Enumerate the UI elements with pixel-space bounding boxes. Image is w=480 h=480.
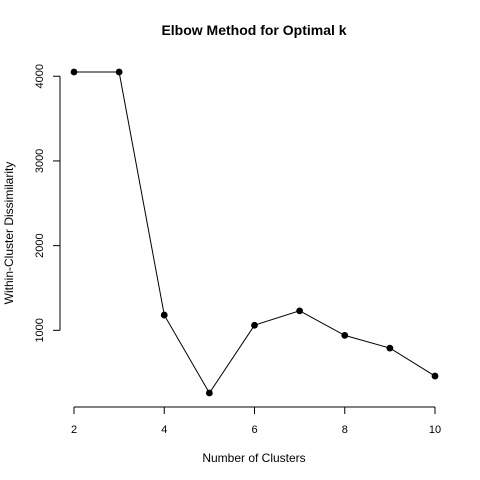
y-tick-label: 1000 xyxy=(34,318,46,342)
data-point xyxy=(160,311,168,319)
y-axis-label: Within-Cluster Dissimilarity xyxy=(2,162,16,305)
y-tick-label: 2000 xyxy=(34,233,46,257)
x-axis-label: Number of Clusters xyxy=(202,451,305,465)
data-point xyxy=(296,307,304,315)
chart-title: Elbow Method for Optimal k xyxy=(161,22,346,38)
x-tick-label: 10 xyxy=(429,424,441,436)
series-line-group xyxy=(70,68,439,397)
y-tick-label: 3000 xyxy=(34,149,46,173)
x-tick-label: 6 xyxy=(251,424,257,436)
data-point xyxy=(70,68,78,76)
y-tick-label: 4000 xyxy=(34,64,46,88)
data-point xyxy=(386,344,394,352)
data-point xyxy=(341,332,349,339)
data-point xyxy=(251,321,258,329)
data-point xyxy=(115,68,123,76)
data-point xyxy=(205,389,213,397)
x-tick-label: 4 xyxy=(161,424,167,436)
x-tick-label: 8 xyxy=(342,424,348,436)
x-axis: 2 4 6 8 10 xyxy=(71,406,441,436)
x-tick-label: 2 xyxy=(71,424,77,436)
y-axis: 1000 2000 3000 4000 xyxy=(34,64,61,343)
data-point xyxy=(431,372,439,380)
series-line xyxy=(74,71,436,394)
